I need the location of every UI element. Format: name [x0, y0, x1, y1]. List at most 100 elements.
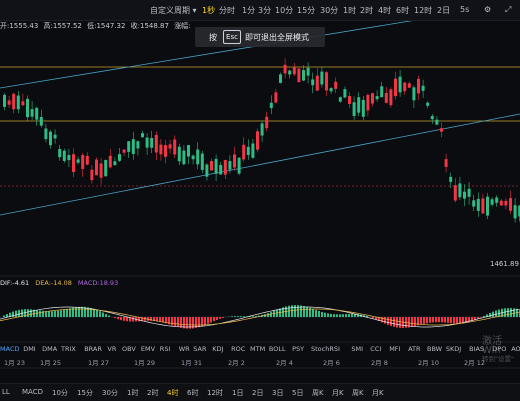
candle-body	[31, 109, 34, 116]
candle-body	[279, 74, 282, 83]
bottom-tab[interactable]: 6时	[187, 388, 198, 398]
candle-body	[44, 129, 47, 140]
macd-bar	[447, 317, 449, 323]
tab-2h[interactable]: 2时	[360, 5, 373, 16]
macd-bar	[63, 310, 65, 317]
indicator-tab-mtm[interactable]: MTM	[250, 345, 265, 353]
macd-value: MACD:18.93	[78, 279, 118, 287]
candle-body	[376, 96, 379, 99]
tab-5s[interactable]: 5s	[460, 5, 469, 14]
indicator-tab-vr[interactable]: VR	[107, 345, 116, 353]
bottom-tab[interactable]: 2时	[147, 388, 158, 398]
bottom-tab[interactable]: 3日	[272, 388, 283, 398]
candle-body	[169, 144, 172, 148]
low-value: 低:1547.32	[87, 22, 125, 30]
bottom-tab[interactable]: 15分	[77, 388, 93, 398]
candle-body	[150, 138, 153, 148]
indicator-tab-obv[interactable]: OBV	[122, 345, 136, 353]
macd-bar	[513, 308, 515, 317]
indicator-tab-boll[interactable]: BOLL	[269, 345, 286, 353]
indicator-tab-smi[interactable]: SMI	[351, 345, 363, 353]
indicator-tab-atr[interactable]: ATR	[408, 345, 420, 353]
candle-body	[192, 156, 195, 160]
macd-bar	[429, 317, 431, 323]
tab-10m[interactable]: 10分	[275, 5, 293, 16]
macd-bar	[207, 317, 209, 324]
macd-bar	[222, 317, 224, 318]
candle-body	[477, 199, 480, 211]
candle-body	[288, 71, 291, 75]
bottom-tab[interactable]: 周K	[352, 388, 364, 398]
indicator-tab-wr[interactable]: WR	[179, 345, 190, 353]
tab-15m[interactable]: 15分	[297, 5, 315, 16]
candle-body	[219, 165, 222, 174]
indicator-tab-macd[interactable]: MACD	[0, 345, 19, 353]
tab-time[interactable]: 分时	[219, 5, 235, 16]
bottom-tab[interactable]: 2日	[252, 388, 263, 398]
macd-bar	[237, 316, 239, 317]
bottom-tab[interactable]: 12时	[207, 388, 223, 398]
tab-6h[interactable]: 6时	[396, 5, 409, 16]
bottom-tab[interactable]: 月K	[372, 388, 384, 398]
tab-30m[interactable]: 30分	[320, 5, 338, 16]
indicator-tab-skdj[interactable]: SKDJ	[446, 345, 461, 353]
candle-body	[173, 139, 176, 154]
candle-body	[274, 92, 277, 102]
macd-bar	[213, 317, 215, 321]
macd-bar	[414, 317, 416, 326]
bottom-tab[interactable]: LL	[2, 388, 10, 396]
bottom-tab[interactable]: 4时	[167, 388, 178, 398]
indicator-tab-brar[interactable]: BRAR	[84, 345, 102, 353]
bottom-tab[interactable]: 10分	[52, 388, 68, 398]
tab-1h[interactable]: 1时	[343, 5, 356, 16]
candle-body	[187, 145, 190, 156]
bottom-tab[interactable]: 月K	[332, 388, 344, 398]
tab-1m[interactable]: 1分	[242, 5, 255, 16]
indicator-tab-bbw[interactable]: BBW	[427, 345, 442, 353]
macd-bar	[333, 314, 335, 317]
bottom-tab[interactable]: 周K	[312, 388, 324, 398]
indicator-tab-emv[interactable]: EMV	[141, 345, 155, 353]
tab-1s[interactable]: 1秒	[202, 5, 215, 16]
indicator-tab-roc[interactable]: ROC	[231, 345, 245, 353]
indicator-tab-mfi[interactable]: MFI	[389, 345, 400, 353]
bottom-tab[interactable]: 5日	[292, 388, 303, 398]
indicator-tab-stochrsi[interactable]: StochRSI	[311, 345, 340, 353]
macd-bar	[489, 313, 491, 317]
macd-bar	[390, 317, 392, 326]
tab-3m[interactable]: 3分	[258, 5, 271, 16]
candle-body	[426, 103, 429, 106]
indicator-tab-dmi[interactable]: DMI	[23, 345, 36, 353]
bottom-tab[interactable]: 30分	[102, 388, 118, 398]
settings-icon[interactable]: ⚙	[484, 5, 491, 14]
candle-body	[385, 93, 388, 103]
tab-2d[interactable]: 2日	[437, 5, 450, 16]
candle-body	[366, 95, 369, 110]
candle-body	[251, 144, 254, 158]
candle-body	[348, 96, 351, 104]
bottom-tab[interactable]: MACD	[22, 388, 43, 396]
bottom-tab[interactable]: 1日	[232, 388, 243, 398]
macd-bar	[102, 313, 104, 317]
macd-bar	[105, 314, 107, 317]
dif-value: DIF:-4.61	[0, 279, 29, 287]
indicator-tab-dma[interactable]: DMA	[42, 345, 57, 353]
indicator-tab-kdj[interactable]: KDJ	[212, 345, 223, 353]
indicator-tab-sar[interactable]: SAR	[193, 345, 206, 353]
period-selector[interactable]: 自定义周期 ▾	[150, 5, 197, 16]
tab-12h[interactable]: 12时	[414, 5, 432, 16]
indicator-tab-psy[interactable]: PSY	[292, 345, 304, 353]
indicator-tab-rsi[interactable]: RSI	[160, 345, 171, 353]
bottom-tab[interactable]: 1时	[127, 388, 138, 398]
macd-bar	[78, 307, 80, 317]
tab-4h[interactable]: 4时	[378, 5, 391, 16]
candle-body	[468, 189, 471, 197]
macd-bar	[372, 317, 374, 318]
indicator-tab-cci[interactable]: CCI	[370, 345, 381, 353]
candle-body	[81, 155, 84, 169]
macd-bar	[495, 310, 497, 317]
macd-bar	[315, 310, 317, 317]
expand-icon[interactable]: ⤢	[505, 5, 511, 15]
indicator-tab-trix[interactable]: TRIX	[61, 345, 76, 353]
